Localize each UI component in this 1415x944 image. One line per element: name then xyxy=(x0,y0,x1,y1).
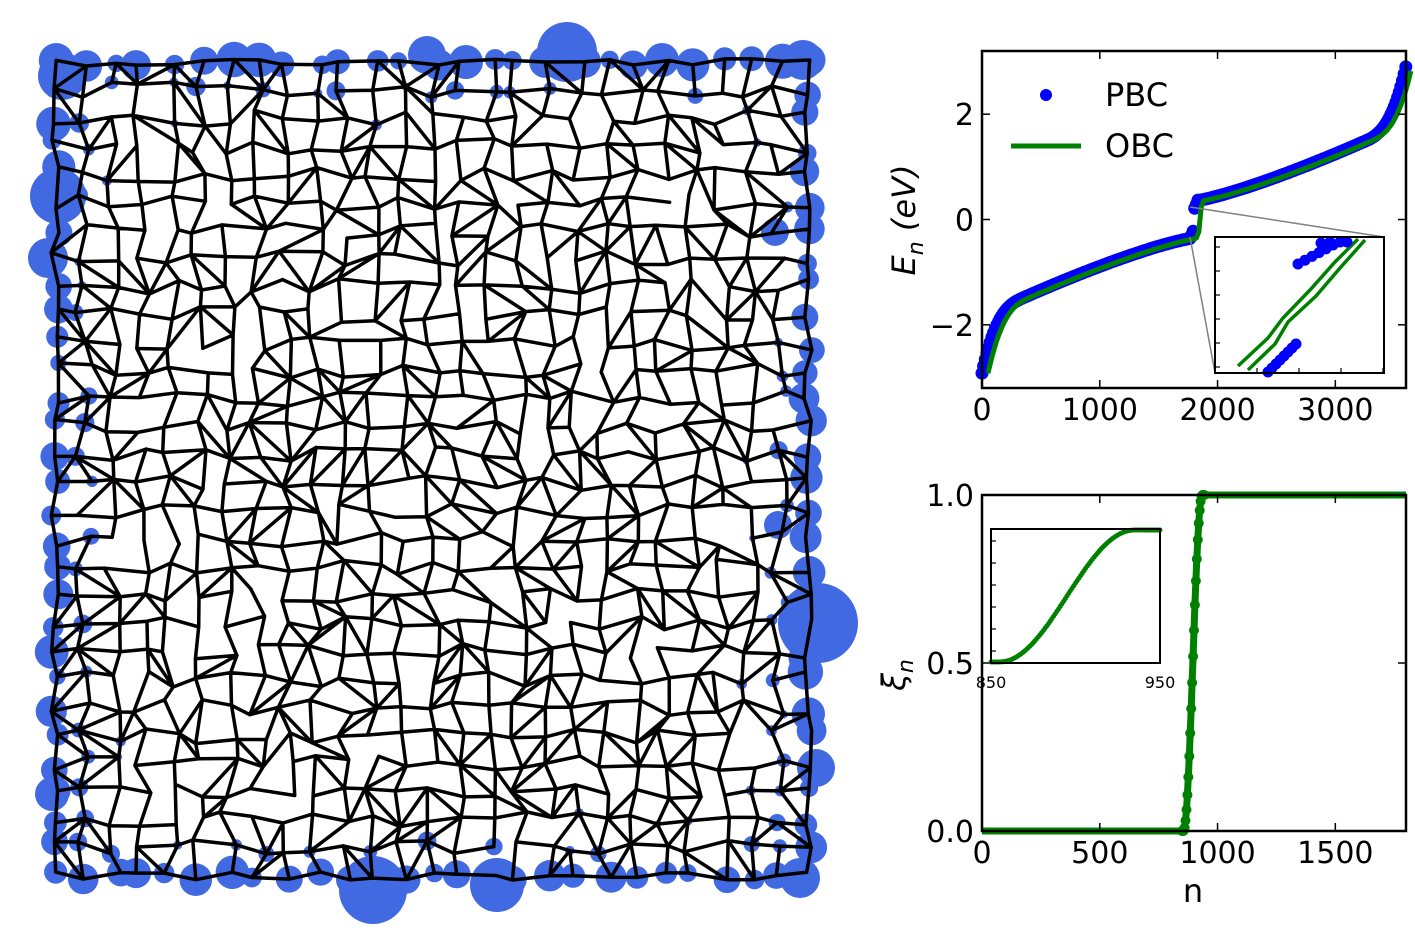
legend-marker-pbc xyxy=(1040,89,1052,101)
site-weight-circle xyxy=(797,749,835,787)
energy-inset-ticks xyxy=(1214,246,1384,373)
xi-inset-xtick-label: 950 xyxy=(1145,673,1176,692)
energy-axes: 0 1000 2000 3000 −2 0 2 xyxy=(930,51,1406,428)
site-weight-circle xyxy=(780,858,820,898)
xi-xlabel: n xyxy=(1183,872,1203,910)
xi-ylabel: ξn xyxy=(875,659,919,692)
obc-line xyxy=(985,70,1414,374)
energy-xtick-label: 3000 xyxy=(1297,393,1373,428)
xi-ytick-label: 0.5 xyxy=(926,647,974,682)
energy-ytick-label: −2 xyxy=(930,309,974,344)
site-weight-circle xyxy=(778,583,858,663)
zoom-connector-line xyxy=(1189,236,1216,374)
energy-inset xyxy=(1214,236,1385,378)
bond-paths xyxy=(49,56,814,882)
lattice-bonds xyxy=(49,56,814,882)
site-weight-circle xyxy=(35,777,69,811)
energy-xtick-label: 2000 xyxy=(1179,393,1255,428)
xi-xtick-label: 1000 xyxy=(1179,836,1255,871)
inset-obc-line xyxy=(1236,237,1367,372)
site-weight-circle xyxy=(470,858,524,912)
xi-inset-xtick-label: 850 xyxy=(976,673,1007,692)
energy-legend: PBC OBC xyxy=(1011,76,1174,165)
energy-spectrum-panel: 0 1000 2000 3000 −2 0 2 PBC OBC En (eV) xyxy=(885,49,1414,428)
energy-series xyxy=(975,60,1414,380)
energy-ytick-label: 0 xyxy=(955,204,974,239)
xi-axes: 0 500 1000 1500 0.0 0.5 1.0 xyxy=(926,479,1406,871)
xi-inset-frame xyxy=(990,528,1161,664)
xi-inset-ticks xyxy=(991,540,996,652)
energy-ylabel: En (eV) xyxy=(885,165,929,276)
xi-xtick-label: 500 xyxy=(1071,836,1128,871)
site-weight-circle xyxy=(408,36,446,74)
zoom-connector-line xyxy=(1189,206,1385,238)
energy-xtick-label: 0 xyxy=(972,393,991,428)
site-weight-circle xyxy=(339,856,407,924)
xi-plot-panel: 0 500 1000 1500 0.0 0.5 1.0 ξn n 850 950 xyxy=(875,479,1408,910)
site-weight-circles xyxy=(28,22,858,924)
xi-xtick-label: 0 xyxy=(972,836,991,871)
xi-ytick-label: 1.0 xyxy=(926,479,974,514)
xi-xtick-label: 1500 xyxy=(1297,836,1373,871)
energy-ytick-label: 2 xyxy=(955,98,974,133)
xi-ytick-label: 0.0 xyxy=(926,815,974,850)
energy-xtick-label: 1000 xyxy=(1062,393,1138,428)
legend-label-obc: OBC xyxy=(1105,127,1174,165)
lattice-network-panel xyxy=(28,22,858,924)
xi-inset: 850 950 xyxy=(976,527,1176,692)
legend-label-pbc: PBC xyxy=(1105,76,1168,114)
site-weight-circle xyxy=(38,52,86,100)
